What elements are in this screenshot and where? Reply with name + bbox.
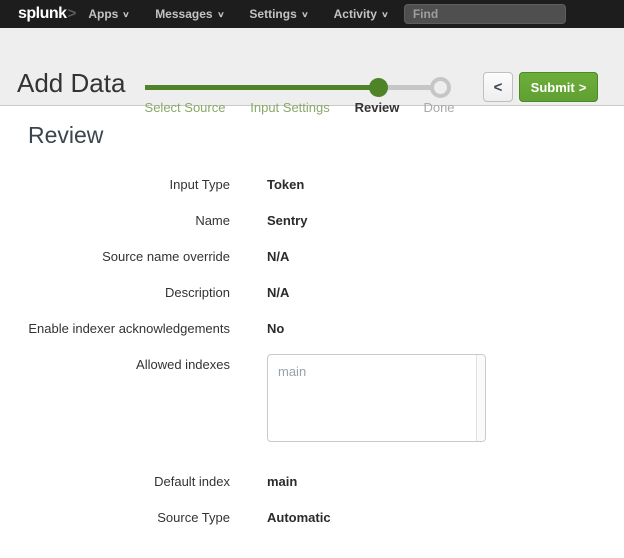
- chevron-down-icon: ∨: [381, 9, 389, 19]
- chevron-right-icon: >: [578, 79, 587, 95]
- field-value: Token: [267, 177, 305, 192]
- nav-settings-label: Settings: [249, 7, 297, 21]
- field-row-allowed-indexes: Allowed indexes main: [0, 354, 624, 442]
- allowed-index-option: main: [278, 364, 307, 379]
- progress-current-step-dot: [369, 78, 388, 97]
- page-title: Add Data: [17, 68, 126, 98]
- field-row-source-type: Source Type Automatic: [0, 508, 624, 528]
- nav-activity-menu[interactable]: Activity ∨: [333, 7, 389, 21]
- chevron-left-icon: <: [493, 78, 503, 96]
- field-row-default-index: Default index main: [0, 472, 624, 492]
- field-row-indexer-acknowledgements: Enable indexer acknowledgements No: [0, 319, 624, 339]
- step-done: Done: [423, 100, 455, 115]
- field-label: Input Type: [169, 177, 230, 192]
- step-select-source[interactable]: Select Source: [144, 100, 226, 115]
- submit-button[interactable]: Submit >: [519, 72, 598, 102]
- field-value: Sentry: [267, 213, 308, 228]
- chevron-down-icon: ∨: [216, 9, 225, 19]
- nav-activity-label: Activity: [333, 7, 377, 21]
- add-data-header: Add Data Select Source Input Settings Re…: [0, 28, 624, 115]
- field-value: No: [267, 321, 285, 336]
- field-label: Source Type: [157, 510, 230, 525]
- find-search-input[interactable]: [403, 4, 566, 24]
- field-value: main: [267, 474, 298, 489]
- nav-messages-label: Messages: [155, 7, 213, 21]
- splunk-logo-caret-icon: >: [67, 5, 77, 22]
- review-section-heading: Review: [28, 122, 104, 148]
- nav-apps-label: Apps: [88, 7, 119, 21]
- progress-done-step-circle: [430, 77, 451, 98]
- field-label: Allowed indexes: [136, 357, 230, 372]
- allowed-indexes-listbox[interactable]: main: [267, 354, 486, 442]
- field-row-source-name-override: Source name override N/A: [0, 247, 624, 267]
- field-value: N/A: [267, 249, 290, 264]
- nav-messages-menu[interactable]: Messages ∨: [155, 7, 225, 21]
- field-value: N/A: [267, 285, 290, 300]
- step-review: Review: [354, 100, 400, 115]
- field-label: Enable indexer acknowledgements: [28, 321, 230, 336]
- step-input-settings[interactable]: Input Settings: [250, 100, 330, 115]
- field-label: Default index: [154, 474, 230, 489]
- progress-line-completed: [145, 85, 378, 90]
- chevron-down-icon: ∨: [122, 9, 131, 19]
- listbox-scrollbar[interactable]: [476, 355, 485, 441]
- field-row-description: Description N/A: [0, 283, 624, 303]
- progress-line-pending: [378, 85, 440, 90]
- field-row-input-type: Input Type Token: [0, 175, 624, 195]
- field-row-name: Name Sentry: [0, 211, 624, 231]
- field-value: Automatic: [267, 510, 331, 525]
- topbar: splunk > Apps ∨ Messages ∨ Settings ∨ Ac…: [0, 0, 624, 28]
- field-label: Name: [195, 213, 230, 228]
- back-button[interactable]: <: [483, 72, 513, 102]
- chevron-down-icon: ∨: [300, 9, 309, 19]
- splunk-logo[interactable]: splunk >: [18, 5, 76, 23]
- splunk-logo-text: splunk: [18, 5, 67, 22]
- submit-button-label: Submit: [530, 79, 575, 95]
- field-label: Description: [164, 285, 230, 300]
- field-label: Source name override: [102, 249, 230, 264]
- review-form: Input Type Token Name Sentry Source name…: [0, 175, 624, 544]
- nav-settings-menu[interactable]: Settings ∨: [249, 7, 309, 21]
- nav-apps-menu[interactable]: Apps ∨: [88, 7, 131, 21]
